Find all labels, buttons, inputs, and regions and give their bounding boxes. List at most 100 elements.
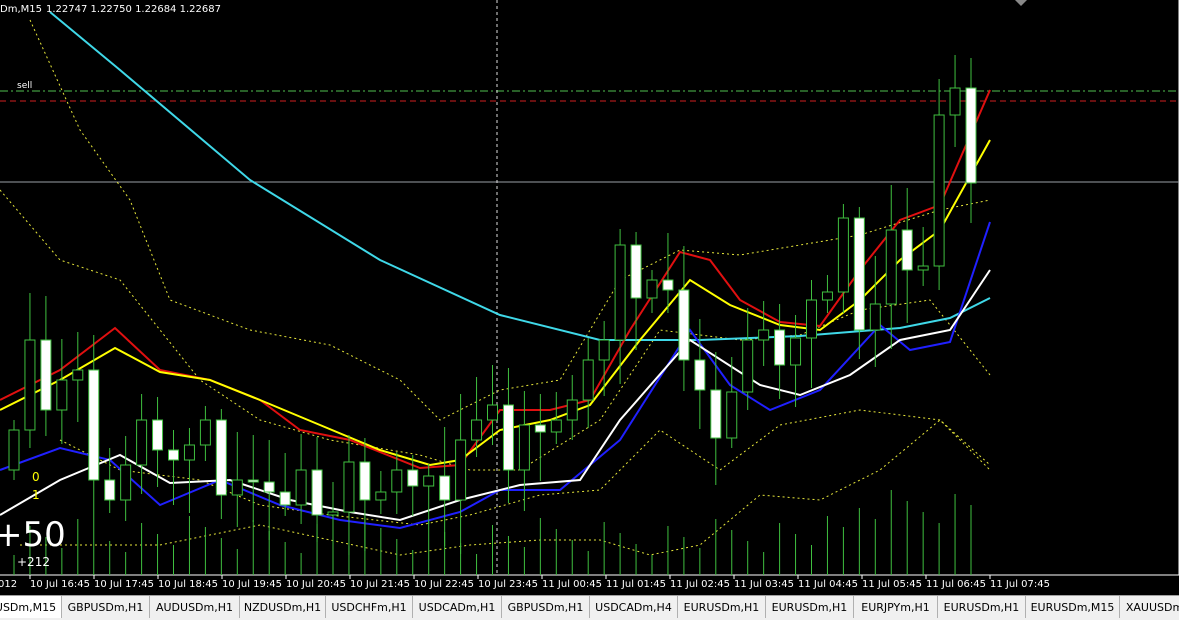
time-label: 10 Jul 19:45 <box>222 579 282 590</box>
candle-body <box>774 329 786 366</box>
candle-body <box>24 339 36 431</box>
chart-tab[interactable]: NZDUSDm,H1 <box>240 596 326 618</box>
candle-body <box>168 449 179 461</box>
chart-tab[interactable]: XAUUSDm <box>1120 596 1179 618</box>
ma-line <box>0 269 991 522</box>
candle-body <box>837 217 849 293</box>
candle-body <box>295 469 307 506</box>
candle-body <box>423 475 435 487</box>
level-label: 1 <box>32 488 40 502</box>
candle-body <box>455 439 467 501</box>
candle-body <box>790 337 802 366</box>
candle-body <box>614 244 626 341</box>
candle-body <box>247 479 259 483</box>
candle-body <box>311 469 323 516</box>
candle-body <box>279 491 291 506</box>
chart-symbol: Dm,M15 <box>0 4 42 15</box>
candle-body <box>88 369 100 481</box>
time-label: 10 Jul 16:45 <box>30 579 90 590</box>
candle-body <box>933 114 945 267</box>
points-label: +212 <box>17 555 50 569</box>
chart-tab[interactable]: GBPUSDm,H1 <box>502 596 590 618</box>
candle-body <box>758 329 770 341</box>
candle-body <box>375 491 387 501</box>
chart-tab[interactable]: USDCADm,H1 <box>413 596 502 618</box>
time-label: 10 Jul 20:45 <box>286 579 346 590</box>
candle-body <box>806 299 817 339</box>
time-label: 11 Jul 00:45 <box>542 579 602 590</box>
chart-tab[interactable]: AUDUSDm,H1 <box>150 596 240 618</box>
candle-body <box>582 359 594 401</box>
chart-tab[interactable]: EURUSDm,H1 <box>766 596 854 618</box>
chart-tab[interactable]: EURUSDm,H1 <box>938 596 1026 618</box>
candle-body <box>471 419 483 441</box>
candle-body <box>104 479 116 501</box>
chart-prices: 1.22747 1.22750 1.22684 1.22687 <box>46 4 221 15</box>
candle-body <box>726 391 738 439</box>
time-label: 11 Jul 05:45 <box>862 579 922 590</box>
candle-body <box>917 265 929 271</box>
chart-tab[interactable]: USDCHFm,H1 <box>326 596 413 618</box>
candle-body <box>949 87 961 116</box>
time-label: 11 Jul 04:45 <box>798 579 858 590</box>
candle-body <box>965 87 977 184</box>
candle-body <box>885 229 897 305</box>
profit-label: +50 <box>0 515 66 555</box>
chart-bg <box>0 0 1179 595</box>
shift-marker <box>1015 0 1027 6</box>
candle-body <box>439 475 451 501</box>
candle-body <box>630 244 642 299</box>
candle-body <box>518 424 530 471</box>
time-label: 10 Jul 17:45 <box>94 579 154 590</box>
candle-body <box>853 217 865 331</box>
time-label: 11 Jul 06:45 <box>926 579 986 590</box>
time-label: 11 Jul 07:45 <box>990 579 1050 590</box>
chart-tab[interactable]: USDm,M15 <box>0 596 62 618</box>
candle-body <box>152 419 164 451</box>
candle-body <box>487 404 498 421</box>
candle-body <box>231 479 243 496</box>
chart-tab[interactable]: USDCADm,H4 <box>590 596 678 618</box>
candle-body <box>646 279 658 299</box>
candle-body <box>40 339 52 411</box>
candle-body <box>869 303 881 331</box>
tab-bar: USDm,M15 GBPUSDm,H1 AUDUSDm,H1 NZDUSDm,H1 US… <box>0 595 1179 620</box>
candle-body <box>391 469 403 493</box>
candle-body <box>662 279 674 291</box>
candle-body <box>56 379 68 411</box>
bands <box>0 19 991 556</box>
candle-body <box>120 464 132 501</box>
moving-averages <box>0 11 991 530</box>
candle-body <box>566 399 578 421</box>
candle-body <box>343 461 355 513</box>
order-label: sell <box>17 81 32 91</box>
time-label: 11 Jul 02:45 <box>670 579 730 590</box>
candle-body <box>8 429 20 471</box>
chart-tab[interactable]: EURUSDm,H1 <box>678 596 766 618</box>
candle-body <box>742 339 754 393</box>
time-label: 012 <box>0 579 17 590</box>
ma-line <box>0 221 991 530</box>
time-label: 10 Jul 22:45 <box>414 579 474 590</box>
candle-body <box>72 369 84 381</box>
level-label: 0 <box>32 470 40 484</box>
candle-body <box>598 339 610 361</box>
candle-body <box>407 469 419 487</box>
time-label: 11 Jul 01:45 <box>606 579 666 590</box>
candle-body <box>550 419 562 433</box>
band-line <box>20 419 991 556</box>
candle-body <box>534 424 546 433</box>
candle-body <box>821 291 833 301</box>
chart-tab[interactable]: EURJPYm,H1 <box>854 596 938 618</box>
time-label: 10 Jul 23:45 <box>478 579 538 590</box>
candle-body <box>263 481 275 493</box>
candles <box>8 55 977 555</box>
time-label: 11 Jul 03:45 <box>734 579 794 590</box>
candle-body <box>327 511 339 516</box>
candle-body <box>199 419 211 446</box>
chart-tab[interactable]: GBPUSDm,H1 <box>62 596 150 618</box>
band-line <box>0 189 991 471</box>
candle-body <box>502 404 514 471</box>
chart-tab[interactable]: EURUSDm,M15 <box>1026 596 1120 618</box>
candle-body <box>694 359 706 391</box>
